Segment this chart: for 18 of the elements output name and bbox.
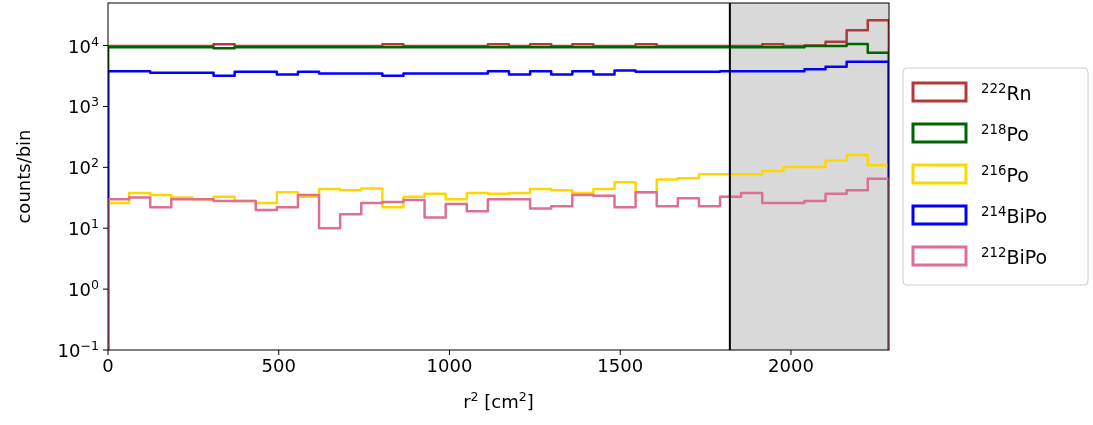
- y-tick-label: 10$^{4}$: [68, 33, 99, 57]
- x-tick-label: 500: [261, 355, 296, 376]
- y-tick-label: 10$^{1}$: [68, 215, 99, 240]
- x-tick-label: 2000: [768, 355, 814, 376]
- y-tick-label: 10$^{0}$: [68, 276, 99, 301]
- x-tick-label: 0: [102, 355, 114, 376]
- y-tick-label: 10$^{2}$: [68, 154, 99, 179]
- y-tick-label: 10$^{−1}$: [57, 337, 99, 361]
- x-tick-label: 1500: [597, 355, 644, 376]
- y-axis-title: counts/bin: [13, 129, 34, 224]
- legend-label: $^{214}$BiPo: [981, 203, 1048, 227]
- legend-label: $^{212}$BiPo: [981, 244, 1048, 268]
- legend-label: $^{218}$Po: [981, 121, 1029, 145]
- legend-label: $^{222}$Rn: [981, 80, 1032, 104]
- y-tick-label: 10$^{3}$: [68, 93, 99, 118]
- legend-label: $^{216}$Po: [981, 162, 1029, 186]
- x-axis-title: r$^{2}$ [cm$^{2}$]: [463, 388, 534, 412]
- x-tick-label: 1000: [426, 355, 473, 376]
